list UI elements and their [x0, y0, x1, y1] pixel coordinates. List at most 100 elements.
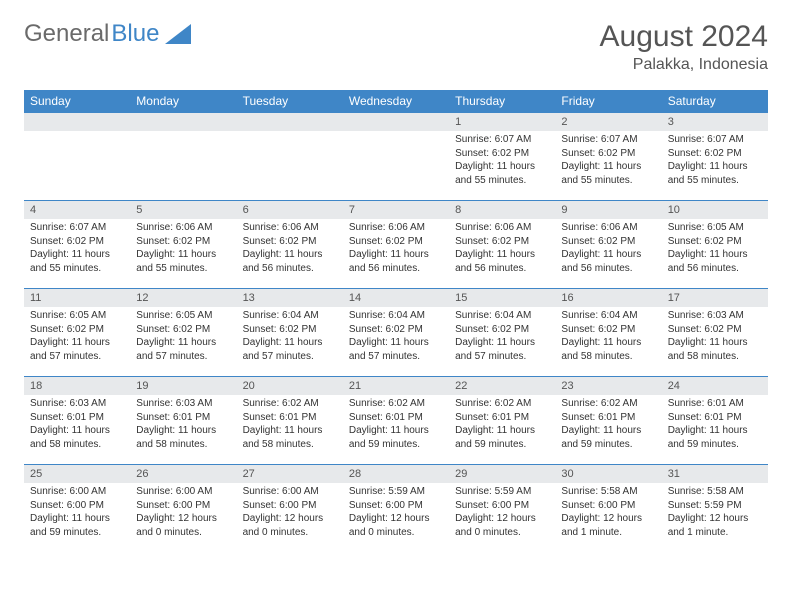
- day-header: Thursday: [449, 90, 555, 113]
- sunrise-line: Sunrise: 6:05 AM: [136, 309, 230, 323]
- day-number: 1: [449, 113, 555, 131]
- day-content: Sunrise: 6:01 AMSunset: 6:01 PMDaylight:…: [662, 395, 768, 455]
- calendar-cell: 10Sunrise: 6:05 AMSunset: 6:02 PMDayligh…: [662, 201, 768, 289]
- day-number: 24: [662, 377, 768, 395]
- calendar-cell: [130, 113, 236, 201]
- day-number: 16: [555, 289, 661, 307]
- day-number: 10: [662, 201, 768, 219]
- daylight-line: Daylight: 11 hours and 59 minutes.: [455, 424, 549, 451]
- calendar-cell: 7Sunrise: 6:06 AMSunset: 6:02 PMDaylight…: [343, 201, 449, 289]
- daylight-line: Daylight: 12 hours and 1 minute.: [561, 512, 655, 539]
- day-number: 27: [237, 465, 343, 483]
- sunrise-line: Sunrise: 6:04 AM: [561, 309, 655, 323]
- daylight-line: Daylight: 11 hours and 56 minutes.: [455, 248, 549, 275]
- sunrise-line: Sunrise: 5:59 AM: [349, 485, 443, 499]
- daylight-line: Daylight: 11 hours and 59 minutes.: [561, 424, 655, 451]
- sunrise-line: Sunrise: 6:02 AM: [243, 397, 337, 411]
- calendar-cell: [24, 113, 130, 201]
- sunset-line: Sunset: 6:00 PM: [349, 499, 443, 513]
- calendar-cell: 5Sunrise: 6:06 AMSunset: 6:02 PMDaylight…: [130, 201, 236, 289]
- sunrise-line: Sunrise: 6:03 AM: [30, 397, 124, 411]
- daylight-line: Daylight: 11 hours and 55 minutes.: [136, 248, 230, 275]
- calendar-cell: 18Sunrise: 6:03 AMSunset: 6:01 PMDayligh…: [24, 377, 130, 465]
- calendar-cell: 21Sunrise: 6:02 AMSunset: 6:01 PMDayligh…: [343, 377, 449, 465]
- calendar-cell: 29Sunrise: 5:59 AMSunset: 6:00 PMDayligh…: [449, 465, 555, 553]
- sunset-line: Sunset: 6:01 PM: [455, 411, 549, 425]
- day-content: Sunrise: 6:03 AMSunset: 6:01 PMDaylight:…: [130, 395, 236, 455]
- day-content: Sunrise: 6:02 AMSunset: 6:01 PMDaylight:…: [449, 395, 555, 455]
- calendar-cell: 30Sunrise: 5:58 AMSunset: 6:00 PMDayligh…: [555, 465, 661, 553]
- calendar-cell: 31Sunrise: 5:58 AMSunset: 5:59 PMDayligh…: [662, 465, 768, 553]
- calendar-cell: 6Sunrise: 6:06 AMSunset: 6:02 PMDaylight…: [237, 201, 343, 289]
- daylight-line: Daylight: 11 hours and 57 minutes.: [243, 336, 337, 363]
- daylight-line: Daylight: 11 hours and 59 minutes.: [30, 512, 124, 539]
- sunrise-line: Sunrise: 6:05 AM: [668, 221, 762, 235]
- day-number: 23: [555, 377, 661, 395]
- day-content: Sunrise: 6:00 AMSunset: 6:00 PMDaylight:…: [24, 483, 130, 543]
- day-content: Sunrise: 5:58 AMSunset: 6:00 PMDaylight:…: [555, 483, 661, 543]
- daylight-line: Daylight: 11 hours and 59 minutes.: [349, 424, 443, 451]
- day-number: 20: [237, 377, 343, 395]
- daylight-line: Daylight: 11 hours and 57 minutes.: [136, 336, 230, 363]
- sunset-line: Sunset: 6:01 PM: [668, 411, 762, 425]
- sunset-line: Sunset: 6:01 PM: [561, 411, 655, 425]
- daylight-line: Daylight: 11 hours and 58 minutes.: [561, 336, 655, 363]
- calendar-cell: 17Sunrise: 6:03 AMSunset: 6:02 PMDayligh…: [662, 289, 768, 377]
- calendar-week: 25Sunrise: 6:00 AMSunset: 6:00 PMDayligh…: [24, 465, 768, 553]
- daylight-line: Daylight: 11 hours and 58 minutes.: [136, 424, 230, 451]
- day-content: Sunrise: 6:07 AMSunset: 6:02 PMDaylight:…: [662, 131, 768, 191]
- day-content: Sunrise: 6:05 AMSunset: 6:02 PMDaylight:…: [24, 307, 130, 367]
- day-number: 9: [555, 201, 661, 219]
- calendar-cell: 24Sunrise: 6:01 AMSunset: 6:01 PMDayligh…: [662, 377, 768, 465]
- daylight-line: Daylight: 11 hours and 56 minutes.: [349, 248, 443, 275]
- sunset-line: Sunset: 6:02 PM: [668, 323, 762, 337]
- daylight-line: Daylight: 11 hours and 57 minutes.: [349, 336, 443, 363]
- day-number: 30: [555, 465, 661, 483]
- day-header-row: SundayMondayTuesdayWednesdayThursdayFrid…: [24, 90, 768, 113]
- sunrise-line: Sunrise: 6:01 AM: [668, 397, 762, 411]
- sunset-line: Sunset: 6:02 PM: [136, 235, 230, 249]
- sunset-line: Sunset: 6:02 PM: [136, 323, 230, 337]
- daylight-line: Daylight: 12 hours and 0 minutes.: [243, 512, 337, 539]
- day-number: 21: [343, 377, 449, 395]
- calendar-cell: 19Sunrise: 6:03 AMSunset: 6:01 PMDayligh…: [130, 377, 236, 465]
- day-content: Sunrise: 6:00 AMSunset: 6:00 PMDaylight:…: [237, 483, 343, 543]
- calendar-week: 18Sunrise: 6:03 AMSunset: 6:01 PMDayligh…: [24, 377, 768, 465]
- sunset-line: Sunset: 6:02 PM: [349, 235, 443, 249]
- sunset-line: Sunset: 6:02 PM: [455, 147, 549, 161]
- calendar-cell: 15Sunrise: 6:04 AMSunset: 6:02 PMDayligh…: [449, 289, 555, 377]
- day-number: 31: [662, 465, 768, 483]
- day-header: Friday: [555, 90, 661, 113]
- day-number: 17: [662, 289, 768, 307]
- calendar-cell: 13Sunrise: 6:04 AMSunset: 6:02 PMDayligh…: [237, 289, 343, 377]
- calendar-cell: 26Sunrise: 6:00 AMSunset: 6:00 PMDayligh…: [130, 465, 236, 553]
- daylight-line: Daylight: 12 hours and 0 minutes.: [349, 512, 443, 539]
- calendar-cell: 12Sunrise: 6:05 AMSunset: 6:02 PMDayligh…: [130, 289, 236, 377]
- sunrise-line: Sunrise: 6:04 AM: [455, 309, 549, 323]
- calendar-week: 1 Sunrise: 6:07 AMSunset: 6:02 PMDaylight…: [24, 113, 768, 201]
- sunset-line: Sunset: 6:02 PM: [30, 235, 124, 249]
- calendar-cell: 4Sunrise: 6:07 AMSunset: 6:02 PMDaylight…: [24, 201, 130, 289]
- sunset-line: Sunset: 6:02 PM: [668, 147, 762, 161]
- daylight-line: Daylight: 11 hours and 58 minutes.: [668, 336, 762, 363]
- sunset-line: Sunset: 6:01 PM: [30, 411, 124, 425]
- sunrise-line: Sunrise: 6:02 AM: [349, 397, 443, 411]
- day-header: Monday: [130, 90, 236, 113]
- day-header: Sunday: [24, 90, 130, 113]
- calendar-cell: 1Sunrise: 6:07 AMSunset: 6:02 PMDaylight…: [449, 113, 555, 201]
- sunset-line: Sunset: 6:02 PM: [455, 235, 549, 249]
- daylight-line: Daylight: 11 hours and 56 minutes.: [243, 248, 337, 275]
- sunset-line: Sunset: 5:59 PM: [668, 499, 762, 513]
- calendar-cell: 9Sunrise: 6:06 AMSunset: 6:02 PMDaylight…: [555, 201, 661, 289]
- logo-triangle-icon: [165, 24, 191, 44]
- day-content: Sunrise: 6:04 AMSunset: 6:02 PMDaylight:…: [343, 307, 449, 367]
- sunset-line: Sunset: 6:00 PM: [136, 499, 230, 513]
- calendar-week: 4Sunrise: 6:07 AMSunset: 6:02 PMDaylight…: [24, 201, 768, 289]
- sunset-line: Sunset: 6:00 PM: [243, 499, 337, 513]
- day-content: Sunrise: 6:03 AMSunset: 6:01 PMDaylight:…: [24, 395, 130, 455]
- sunset-line: Sunset: 6:02 PM: [561, 147, 655, 161]
- day-content: Sunrise: 5:59 AMSunset: 6:00 PMDaylight:…: [449, 483, 555, 543]
- daylight-line: Daylight: 11 hours and 55 minutes.: [30, 248, 124, 275]
- sunset-line: Sunset: 6:02 PM: [243, 323, 337, 337]
- sunrise-line: Sunrise: 6:02 AM: [561, 397, 655, 411]
